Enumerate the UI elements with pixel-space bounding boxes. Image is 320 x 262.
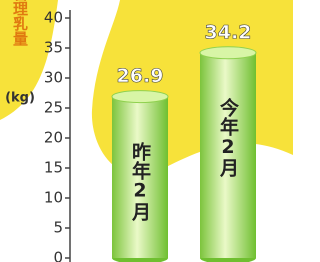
category-label: 今年2月 (217, 97, 240, 178)
chart: 管理乳量 (kg) 0 5 10 15 20 25 30 35 40 26.9 昨年2月 34.2 今年… (0, 0, 293, 262)
bar-cap (112, 91, 168, 103)
y-tick-label: 25 (44, 99, 63, 117)
y-tick-label: 10 (44, 189, 63, 207)
y-tick-label: 35 (44, 39, 63, 57)
bar-cap (200, 47, 256, 59)
value-label: 26.9 (117, 65, 164, 87)
y-axis-label: 管理乳量 (11, 0, 29, 46)
y-tick-label: 5 (53, 219, 63, 237)
category-label: 昨年2月 (129, 140, 152, 221)
y-tick-label: 15 (44, 159, 63, 177)
y-axis-unit: (kg) (5, 91, 35, 106)
value-label: 34.2 (205, 21, 252, 43)
y-tick-label: 30 (44, 69, 63, 87)
y-tick-label: 0 (53, 249, 63, 262)
y-tick-label: 20 (44, 129, 63, 147)
y-tick-label: 40 (44, 9, 63, 27)
